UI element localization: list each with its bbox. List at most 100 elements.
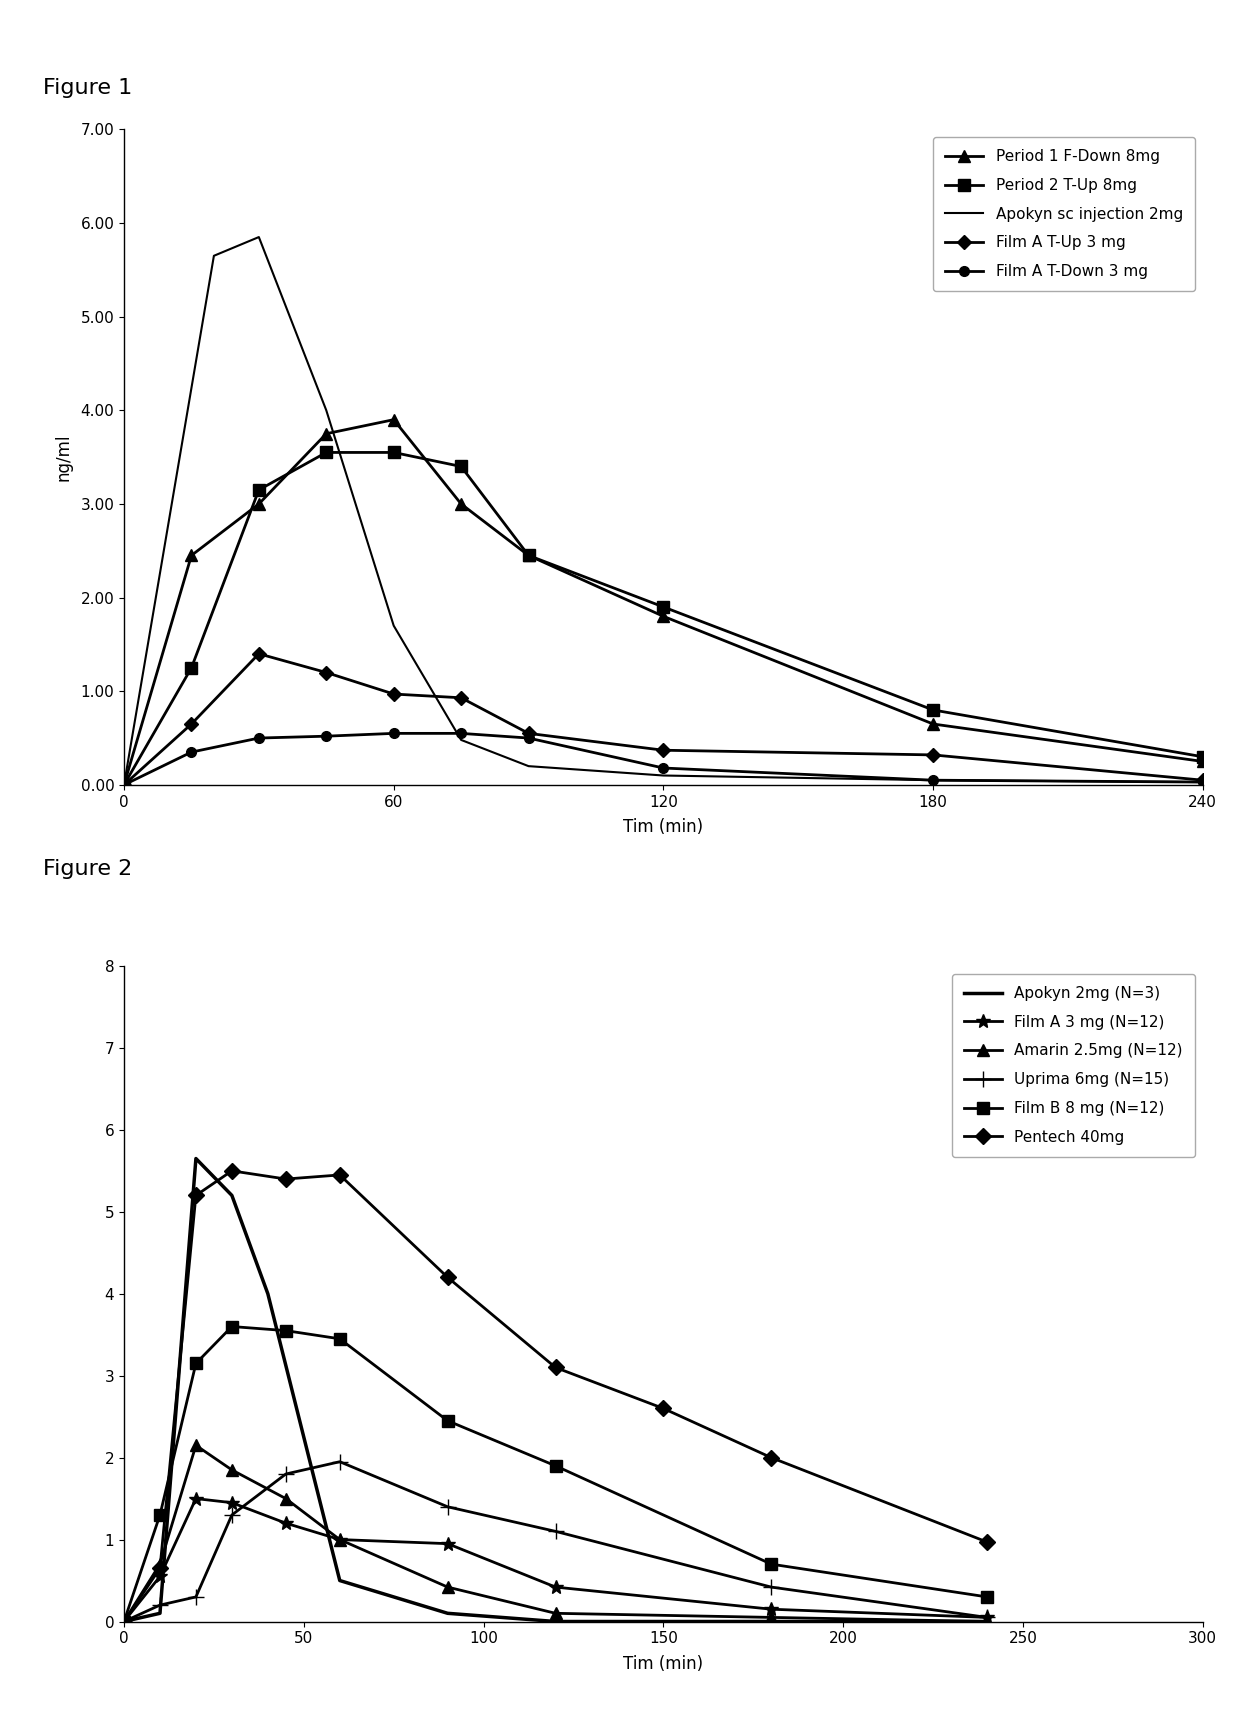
Apokyn 2mg (N=3): [440, 1603, 455, 1623]
Film B 8 mg (N=12): [117, 1611, 131, 1632]
Film A T-Down 3 mg: [656, 757, 671, 778]
Uprima 6mg (N=15): [440, 1497, 455, 1518]
Y-axis label: ng/ml: ng/ml: [55, 433, 72, 481]
Film A T-Up 3 mg: [117, 775, 131, 795]
Uprima 6mg (N=15): [548, 1521, 563, 1542]
Amarin 2.5mg (N=12): [980, 1611, 994, 1632]
Film A T-Up 3 mg: [387, 683, 402, 704]
Period 2 T-Up 8mg: [387, 442, 402, 462]
Apokyn sc injection 2mg: [319, 400, 334, 421]
Film A 3 mg (N=12): [278, 1513, 293, 1534]
Film B 8 mg (N=12): [548, 1456, 563, 1477]
Film A T-Up 3 mg: [521, 723, 536, 743]
Pentech 40mg: [656, 1397, 671, 1418]
Film A T-Down 3 mg: [454, 723, 469, 743]
Film B 8 mg (N=12): [332, 1328, 347, 1349]
Film B 8 mg (N=12): [980, 1587, 994, 1608]
Period 1 F-Down 8mg: [925, 714, 941, 735]
Film A 3 mg (N=12): [188, 1489, 203, 1509]
Apokyn sc injection 2mg: [117, 775, 131, 795]
Period 1 F-Down 8mg: [117, 775, 131, 795]
Apokyn 2mg (N=3): [548, 1611, 563, 1632]
Period 2 T-Up 8mg: [1195, 747, 1210, 768]
Film A T-Up 3 mg: [454, 688, 469, 709]
Uprima 6mg (N=15): [117, 1611, 131, 1632]
Period 2 T-Up 8mg: [252, 480, 267, 500]
Period 1 F-Down 8mg: [252, 493, 267, 514]
Uprima 6mg (N=15): [764, 1577, 779, 1597]
Period 2 T-Up 8mg: [319, 442, 334, 462]
Film A T-Down 3 mg: [319, 726, 334, 747]
Film A T-Down 3 mg: [117, 775, 131, 795]
Film A 3 mg (N=12): [224, 1492, 239, 1513]
Apokyn sc injection 2mg: [252, 226, 267, 247]
Line: Apokyn 2mg (N=3): Apokyn 2mg (N=3): [124, 1159, 987, 1622]
Film A T-Up 3 mg: [319, 662, 334, 683]
Amarin 2.5mg (N=12): [440, 1577, 455, 1597]
Apokyn sc injection 2mg: [454, 730, 469, 750]
Film A 3 mg (N=12): [117, 1611, 131, 1632]
Legend: Apokyn 2mg (N=3), Film A 3 mg (N=12), Amarin 2.5mg (N=12), Uprima 6mg (N=15), Fi: Apokyn 2mg (N=3), Film A 3 mg (N=12), Am…: [952, 973, 1195, 1157]
Pentech 40mg: [764, 1447, 779, 1468]
Text: Figure 2: Figure 2: [43, 859, 133, 880]
Line: Period 1 F-Down 8mg: Period 1 F-Down 8mg: [119, 414, 1208, 790]
Film B 8 mg (N=12): [440, 1411, 455, 1432]
Pentech 40mg: [117, 1611, 131, 1632]
Period 2 T-Up 8mg: [656, 597, 671, 618]
Uprima 6mg (N=15): [153, 1594, 167, 1615]
Amarin 2.5mg (N=12): [117, 1611, 131, 1632]
Apokyn 2mg (N=3): [332, 1570, 347, 1590]
Film A T-Down 3 mg: [184, 742, 198, 762]
Uprima 6mg (N=15): [278, 1463, 293, 1484]
Film A 3 mg (N=12): [548, 1577, 563, 1597]
Film A 3 mg (N=12): [332, 1528, 347, 1549]
Film A T-Up 3 mg: [925, 745, 941, 766]
Apokyn 2mg (N=3): [188, 1149, 203, 1170]
Period 1 F-Down 8mg: [387, 409, 402, 430]
Pentech 40mg: [224, 1161, 239, 1182]
Film A T-Up 3 mg: [184, 714, 198, 735]
Period 1 F-Down 8mg: [656, 605, 671, 626]
Apokyn 2mg (N=3): [764, 1611, 779, 1632]
X-axis label: Tim (min): Tim (min): [624, 818, 703, 837]
Amarin 2.5mg (N=12): [224, 1459, 239, 1480]
Line: Pentech 40mg: Pentech 40mg: [119, 1166, 992, 1627]
Line: Film A T-Up 3 mg: Film A T-Up 3 mg: [119, 649, 1208, 790]
Line: Uprima 6mg (N=15): Uprima 6mg (N=15): [115, 1454, 996, 1630]
Line: Period 2 T-Up 8mg: Period 2 T-Up 8mg: [119, 447, 1208, 790]
Film A 3 mg (N=12): [764, 1599, 779, 1620]
Film A T-Up 3 mg: [252, 643, 267, 664]
Uprima 6mg (N=15): [224, 1504, 239, 1525]
Film B 8 mg (N=12): [153, 1504, 167, 1525]
Apokyn sc injection 2mg: [206, 245, 222, 266]
Uprima 6mg (N=15): [188, 1587, 203, 1608]
Film B 8 mg (N=12): [764, 1554, 779, 1575]
Pentech 40mg: [332, 1164, 347, 1185]
Period 2 T-Up 8mg: [925, 700, 941, 721]
Line: Film A 3 mg (N=12): Film A 3 mg (N=12): [117, 1492, 994, 1628]
Film A 3 mg (N=12): [980, 1608, 994, 1628]
Film B 8 mg (N=12): [224, 1316, 239, 1337]
Period 2 T-Up 8mg: [521, 545, 536, 566]
Line: Amarin 2.5mg (N=12): Amarin 2.5mg (N=12): [119, 1440, 992, 1627]
Apokyn sc injection 2mg: [925, 769, 941, 790]
Pentech 40mg: [440, 1266, 455, 1287]
Uprima 6mg (N=15): [332, 1451, 347, 1471]
Amarin 2.5mg (N=12): [153, 1554, 167, 1575]
Period 2 T-Up 8mg: [184, 657, 198, 678]
Film A T-Up 3 mg: [1195, 769, 1210, 790]
Period 1 F-Down 8mg: [454, 493, 469, 514]
Apokyn 2mg (N=3): [260, 1283, 275, 1304]
Pentech 40mg: [153, 1558, 167, 1578]
Apokyn sc injection 2mg: [521, 756, 536, 776]
Legend: Period 1 F-Down 8mg, Period 2 T-Up 8mg, Apokyn sc injection 2mg, Film A T-Up 3 m: Period 1 F-Down 8mg, Period 2 T-Up 8mg, …: [932, 136, 1195, 292]
Amarin 2.5mg (N=12): [332, 1528, 347, 1549]
Film A T-Down 3 mg: [521, 728, 536, 749]
Film A 3 mg (N=12): [153, 1566, 167, 1587]
Film A T-Down 3 mg: [387, 723, 402, 743]
Apokyn 2mg (N=3): [224, 1185, 239, 1206]
Period 1 F-Down 8mg: [521, 545, 536, 566]
Apokyn sc injection 2mg: [656, 766, 671, 787]
Period 1 F-Down 8mg: [319, 423, 334, 443]
Film B 8 mg (N=12): [278, 1320, 293, 1340]
